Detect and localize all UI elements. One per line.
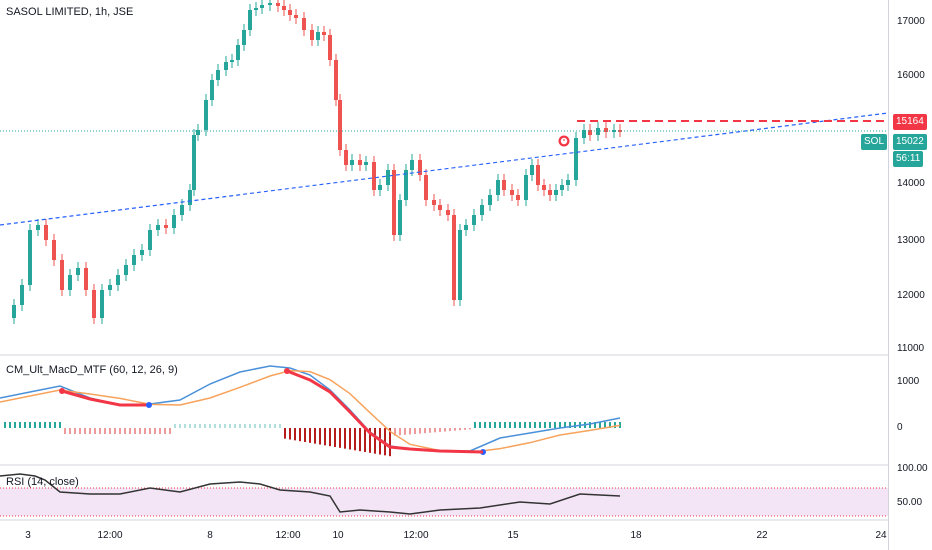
rsi-tick: 100.00 [897,463,928,474]
rsi-title[interactable]: RSI (14, close) [6,476,79,488]
price-tick: 11000 [897,343,925,354]
price-tick: 13000 [897,235,925,246]
time-tick: 24 [875,530,887,541]
alert-price-badge[interactable]: 15164 [893,114,927,130]
time-tick: 12:00 [97,530,123,541]
macd-bearish-segment [286,369,484,454]
macd-bearish-segment [61,389,149,407]
candlestick-series [12,0,622,324]
time-tick: 12:00 [275,530,301,541]
signal-line [0,369,621,454]
time-tick: 12:00 [403,530,429,541]
last-price-badge: 15022 [893,134,927,150]
price-axis[interactable] [888,0,932,550]
time-axis[interactable] [0,521,888,550]
macd-cross-marker [59,388,65,394]
trend-line [0,112,888,226]
rsi-band [0,488,888,516]
time-tick: 22 [756,530,768,541]
time-tick: 18 [630,530,642,541]
price-tick: 17000 [897,16,925,27]
macd-cross-marker [146,402,152,408]
price-chart-canvas[interactable] [0,0,888,550]
alarm-clock-icon[interactable] [558,135,570,147]
time-tick: 15 [507,530,519,541]
rsi-line [0,473,621,515]
price-tick: 16000 [897,70,925,81]
symbol-title[interactable]: SASOL LIMITED, 1h, JSE [6,6,134,18]
symbol-badge: SOL [861,134,888,150]
macd-histogram [4,422,621,457]
time-tick: 8 [207,530,213,541]
time-tick: 10 [332,530,344,541]
time-tick: 3 [25,530,31,541]
price-tick: 14000 [897,178,925,189]
macd-tick: 0 [897,422,903,433]
macd-title[interactable]: CM_Ult_MacD_MTF (60, 12, 26, 9) [6,364,178,376]
macd-tick: 1000 [897,376,920,387]
price-tick: 12000 [897,290,925,301]
rsi-tick: 50.00 [897,497,923,508]
countdown-badge: 56:11 [893,151,924,167]
